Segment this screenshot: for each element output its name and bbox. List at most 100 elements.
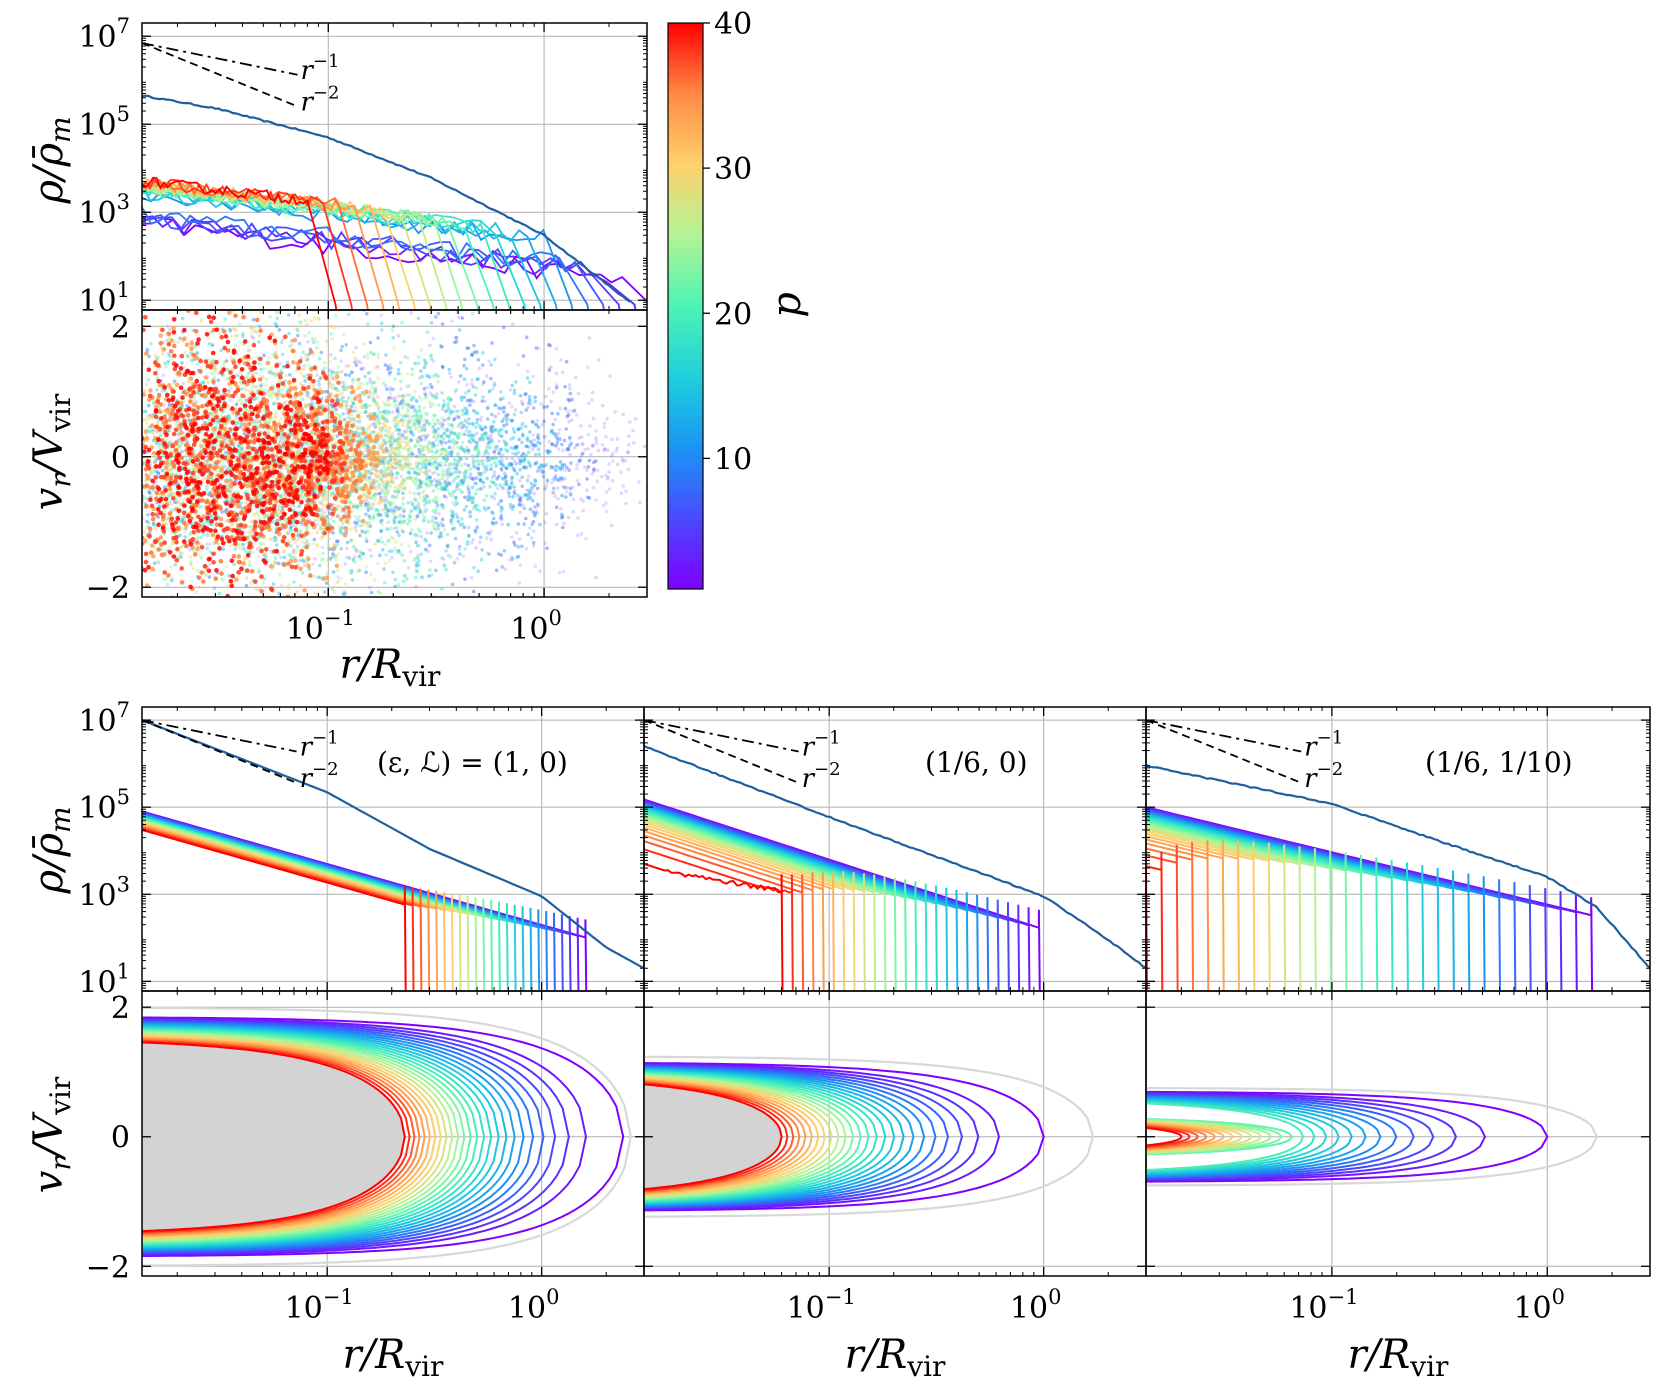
scatter-point: [396, 582, 401, 587]
scatter-point: [385, 527, 390, 531]
scatter-point: [199, 535, 203, 540]
guide-label-r-minus-2: r−2: [300, 82, 339, 117]
scatter-point: [390, 396, 395, 401]
scatter-point: [451, 446, 456, 451]
scatter-point: [505, 441, 509, 446]
scatter-point: [330, 555, 334, 560]
scatter-point: [170, 579, 174, 583]
scatter-point: [494, 464, 498, 469]
scatter-point: [452, 340, 457, 345]
scatter-point: [518, 478, 522, 483]
scatter-point: [594, 438, 599, 443]
scatter-point: [454, 460, 459, 465]
scatter-point: [428, 480, 432, 484]
scatter-point: [492, 381, 497, 385]
scatter-point: [619, 491, 624, 496]
scatter-point: [481, 462, 485, 466]
scatter-point: [410, 502, 415, 507]
scatter-point: [393, 398, 398, 403]
scatter-point: [508, 558, 512, 562]
scatter-point: [509, 505, 513, 510]
scatter-point: [536, 425, 541, 430]
scatter-point: [468, 467, 473, 471]
scatter-point: [452, 466, 456, 471]
scatter-point: [391, 336, 396, 340]
scatter-point: [178, 336, 182, 341]
scatter-point: [442, 437, 446, 441]
scatter-point: [533, 452, 538, 457]
scatter-point: [206, 336, 211, 340]
scatter-point: [474, 476, 478, 480]
scatter-point: [212, 611, 216, 615]
scatter-point: [557, 478, 562, 482]
scatter-point: [180, 316, 185, 321]
scatter-point: [376, 336, 380, 340]
scatter-point: [386, 399, 391, 403]
scatter-point: [563, 384, 567, 389]
scatter-point: [585, 468, 589, 473]
scatter-point: [481, 351, 485, 355]
scatter-point: [520, 484, 525, 489]
scatter-point: [315, 544, 320, 548]
scatter-point: [518, 468, 522, 472]
scatter-point: [403, 600, 407, 604]
scatter-point: [379, 536, 383, 540]
scatter-point: [563, 468, 567, 473]
scatter-point: [415, 478, 419, 483]
scatter-point: [462, 432, 467, 437]
scatter-point: [567, 419, 571, 424]
scatter-point: [274, 560, 279, 565]
scatter-point: [357, 514, 361, 519]
scatter-point: [445, 544, 450, 549]
scatter-point: [259, 384, 263, 388]
scatter-point: [434, 457, 438, 462]
scatter-point: [425, 444, 429, 449]
scatter-point: [371, 513, 376, 518]
scatter-point: [542, 419, 546, 424]
scatter-point: [431, 524, 436, 528]
scatter-point: [416, 355, 421, 359]
scatter-point: [460, 316, 465, 320]
scatter-point: [251, 550, 256, 555]
scatter-point: [439, 344, 443, 348]
scatter-point: [515, 472, 519, 476]
scatter-point: [291, 602, 295, 606]
scatter-point: [451, 501, 455, 505]
scatter-point: [455, 440, 459, 445]
scatter-point: [625, 450, 630, 455]
scatter-point: [555, 478, 560, 482]
scatter-point: [590, 398, 594, 402]
scatter-point: [244, 549, 248, 553]
scatter-point: [529, 486, 534, 490]
scatter-point: [499, 455, 504, 460]
scatter-point: [422, 494, 426, 499]
scatter-point: [389, 469, 394, 473]
scatter-point: [468, 510, 472, 514]
scatter-point: [424, 547, 428, 552]
scatter-point: [463, 471, 468, 476]
scatter-point: [422, 386, 427, 391]
scatter-point: [341, 521, 345, 526]
scatter-point: [434, 484, 438, 488]
scatter-point: [396, 471, 400, 475]
scatter-point: [580, 441, 585, 446]
scatter-point: [234, 402, 239, 407]
scatter-point: [488, 436, 493, 441]
scatter-point: [513, 543, 517, 547]
scatter-point: [353, 360, 357, 365]
scatter-point: [406, 422, 410, 426]
scatter-point: [479, 557, 484, 562]
scatter-point: [488, 445, 492, 450]
scatter-point: [401, 491, 405, 496]
scatter-point: [388, 500, 392, 505]
scatter-point: [391, 410, 395, 414]
scatter-point: [337, 483, 342, 488]
scatter-point: [289, 528, 293, 532]
scatter-point: [303, 379, 308, 383]
scatter-point: [255, 547, 260, 551]
scatter-point: [398, 360, 403, 365]
scatter-point: [332, 590, 337, 594]
scatter-point: [547, 366, 552, 371]
scatter-point: [267, 355, 272, 360]
scatter-point: [368, 548, 372, 552]
